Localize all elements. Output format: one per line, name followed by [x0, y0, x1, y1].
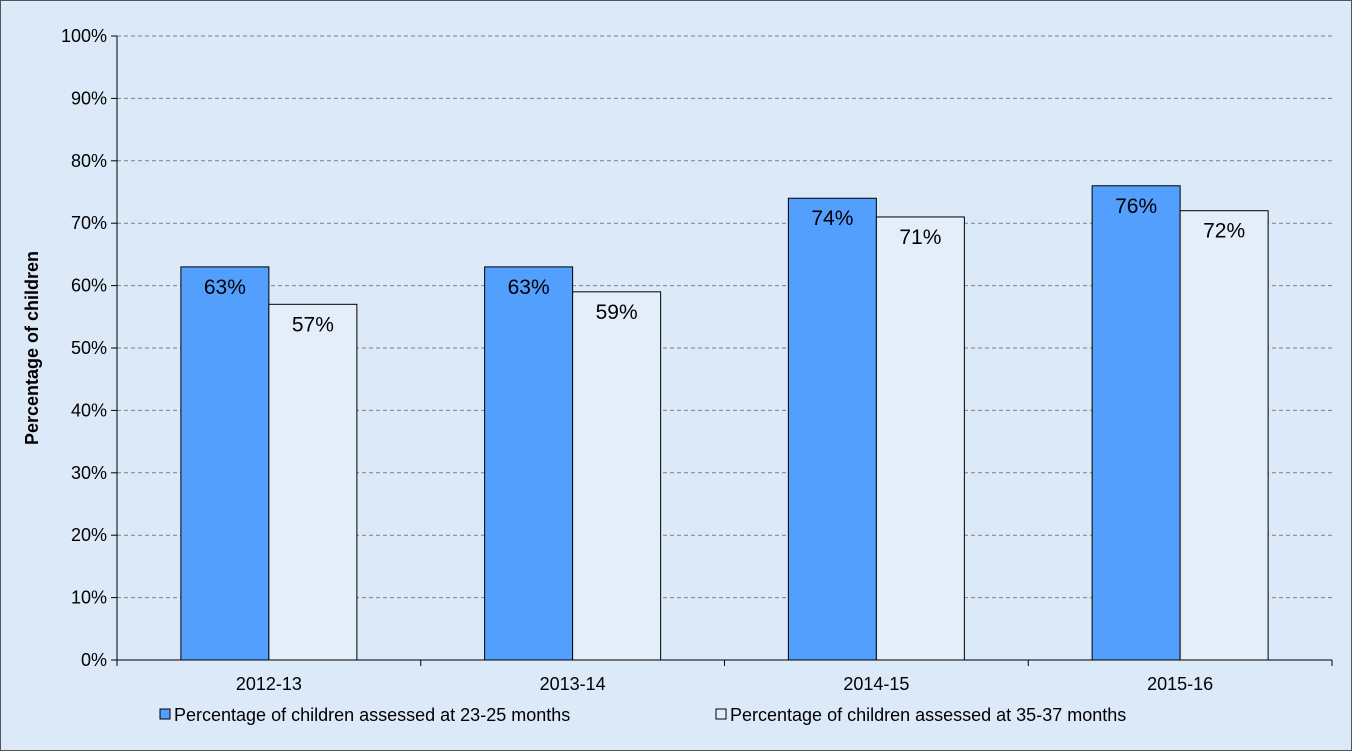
data-label: 57% — [292, 313, 334, 336]
y-tick-label: 60% — [71, 276, 107, 296]
x-tick-label: 2014-15 — [843, 674, 909, 694]
axes: 0% 10% 20% 30% 40% 50% 60% 70% 80% 90% 100% 2012-13… — [61, 26, 1333, 694]
data-label: 76% — [1115, 195, 1157, 218]
y-tick-label: 40% — [71, 400, 107, 420]
y-tick-label: 80% — [71, 151, 107, 171]
legend-swatch — [159, 708, 171, 720]
bar — [787, 197, 877, 661]
bar — [875, 216, 965, 661]
data-label: 59% — [596, 301, 638, 324]
y-tick-label: 50% — [71, 338, 107, 358]
y-axis-title: Percentage of children — [22, 251, 42, 445]
y-tick-label: 20% — [71, 525, 107, 545]
bar — [268, 303, 358, 661]
y-tick-label: 0% — [81, 650, 107, 670]
x-tick-label: 2012-13 — [236, 674, 302, 694]
bars — [180, 185, 1269, 661]
bar — [484, 266, 574, 661]
y-tick-label: 10% — [71, 588, 107, 608]
y-tick-label: 90% — [71, 88, 107, 108]
legend-label: Percentage of children assessed at 23-25… — [174, 705, 570, 725]
bar — [1179, 210, 1269, 661]
data-label: 63% — [204, 276, 246, 299]
legend: Percentage of children assessed at 23-25… — [159, 705, 1126, 725]
legend-swatch — [715, 708, 727, 720]
data-labels: 63% 57% 63% 59% 74% 71% 76% 72% — [204, 195, 1245, 337]
y-tick-label: 70% — [71, 213, 107, 233]
x-tick-label: 2015-16 — [1147, 674, 1213, 694]
y-tick-label: 30% — [71, 463, 107, 483]
data-label: 63% — [508, 276, 550, 299]
data-label: 74% — [811, 207, 853, 230]
x-tick-label: 2013-14 — [540, 674, 606, 694]
y-tick-label: 100% — [61, 26, 107, 46]
bar — [572, 291, 662, 661]
bar — [180, 266, 270, 661]
data-label: 72% — [1203, 220, 1245, 243]
legend-label: Percentage of children assessed at 35-37… — [730, 705, 1126, 725]
data-label: 71% — [899, 226, 941, 249]
bar — [1091, 185, 1181, 661]
